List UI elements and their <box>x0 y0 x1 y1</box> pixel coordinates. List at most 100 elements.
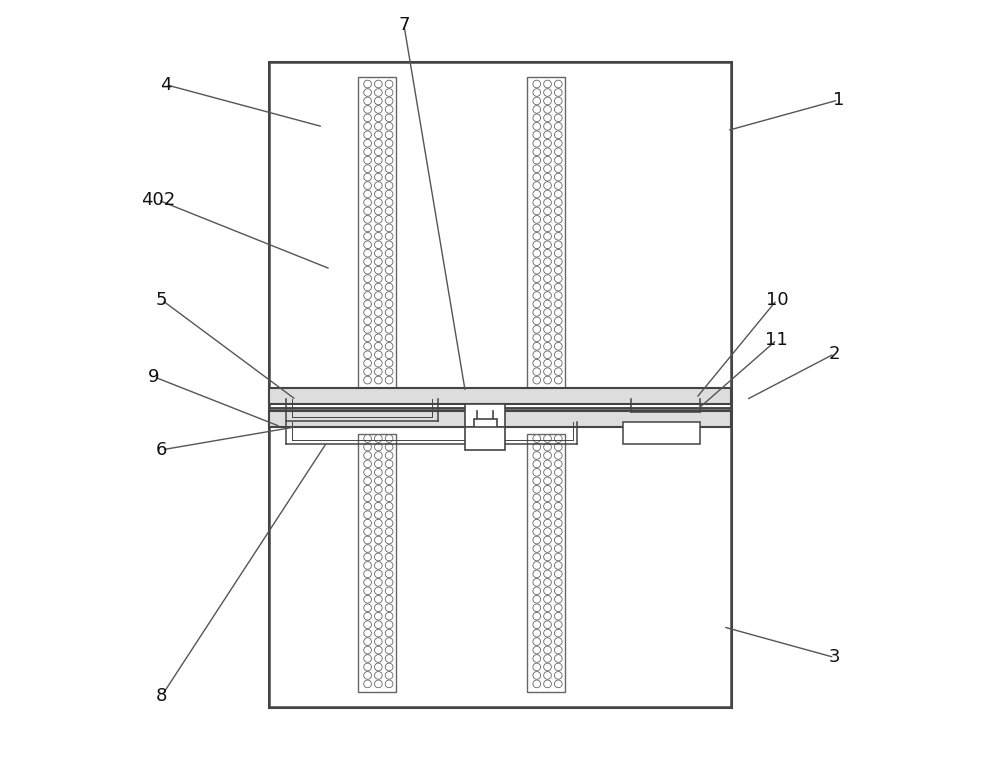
Circle shape <box>554 241 562 248</box>
Circle shape <box>364 351 371 358</box>
Circle shape <box>374 494 382 501</box>
Circle shape <box>364 494 371 501</box>
Circle shape <box>364 511 371 518</box>
Circle shape <box>544 451 551 459</box>
Text: 9: 9 <box>148 368 160 386</box>
Circle shape <box>533 241 541 248</box>
Circle shape <box>533 612 541 620</box>
Circle shape <box>554 671 562 679</box>
Circle shape <box>533 511 541 518</box>
Circle shape <box>544 544 551 552</box>
Circle shape <box>385 105 393 113</box>
Circle shape <box>385 334 393 341</box>
Circle shape <box>533 249 541 257</box>
Bar <box>527 434 565 692</box>
Circle shape <box>385 342 393 350</box>
Circle shape <box>544 232 551 240</box>
Circle shape <box>533 258 541 265</box>
Circle shape <box>385 207 393 215</box>
Circle shape <box>544 80 551 88</box>
Circle shape <box>554 122 562 130</box>
Circle shape <box>385 553 393 561</box>
Circle shape <box>533 190 541 198</box>
Circle shape <box>544 528 551 535</box>
Circle shape <box>374 105 382 113</box>
Circle shape <box>554 536 562 544</box>
Circle shape <box>374 587 382 594</box>
Circle shape <box>385 325 393 333</box>
Text: 4: 4 <box>160 75 171 94</box>
Circle shape <box>544 249 551 257</box>
Bar <box>358 77 396 388</box>
Circle shape <box>385 561 393 569</box>
Circle shape <box>544 519 551 527</box>
Circle shape <box>374 376 382 384</box>
Circle shape <box>554 434 562 442</box>
Circle shape <box>533 165 541 172</box>
Circle shape <box>385 249 393 257</box>
Circle shape <box>364 451 371 459</box>
Circle shape <box>554 283 562 291</box>
Circle shape <box>533 368 541 375</box>
Circle shape <box>554 275 562 282</box>
Circle shape <box>374 604 382 611</box>
Circle shape <box>385 368 393 375</box>
Circle shape <box>544 198 551 206</box>
Circle shape <box>533 494 541 501</box>
Circle shape <box>533 105 541 113</box>
Circle shape <box>385 122 393 130</box>
Circle shape <box>374 612 382 620</box>
Circle shape <box>364 291 371 299</box>
Circle shape <box>364 97 371 105</box>
Circle shape <box>544 224 551 231</box>
Circle shape <box>544 595 551 603</box>
Text: 1: 1 <box>833 91 844 109</box>
Circle shape <box>364 173 371 181</box>
Circle shape <box>364 654 371 662</box>
Circle shape <box>554 114 562 122</box>
Circle shape <box>554 663 562 671</box>
Circle shape <box>554 181 562 189</box>
Circle shape <box>544 629 551 637</box>
Circle shape <box>533 114 541 122</box>
Circle shape <box>385 224 393 231</box>
Circle shape <box>385 165 393 172</box>
Circle shape <box>364 131 371 138</box>
Circle shape <box>554 612 562 620</box>
Circle shape <box>533 181 541 189</box>
Circle shape <box>533 300 541 308</box>
Bar <box>358 434 396 692</box>
Text: 8: 8 <box>156 687 167 705</box>
Circle shape <box>554 258 562 265</box>
Circle shape <box>385 477 393 484</box>
Circle shape <box>554 317 562 325</box>
Circle shape <box>554 300 562 308</box>
Circle shape <box>385 680 393 687</box>
Circle shape <box>385 266 393 274</box>
Circle shape <box>554 544 562 552</box>
Circle shape <box>364 156 371 164</box>
Circle shape <box>385 351 393 358</box>
Text: 3: 3 <box>829 648 840 667</box>
Circle shape <box>554 376 562 384</box>
Circle shape <box>533 207 541 215</box>
Circle shape <box>385 434 393 442</box>
Circle shape <box>554 266 562 274</box>
Circle shape <box>533 654 541 662</box>
Circle shape <box>374 468 382 476</box>
Circle shape <box>385 494 393 501</box>
Circle shape <box>533 275 541 282</box>
Circle shape <box>374 570 382 578</box>
Circle shape <box>554 519 562 527</box>
Circle shape <box>533 460 541 468</box>
Circle shape <box>533 561 541 569</box>
Circle shape <box>364 148 371 155</box>
Circle shape <box>385 376 393 384</box>
Circle shape <box>554 148 562 155</box>
Circle shape <box>385 663 393 671</box>
Text: 402: 402 <box>141 191 175 209</box>
Circle shape <box>385 148 393 155</box>
Circle shape <box>544 181 551 189</box>
Circle shape <box>385 139 393 147</box>
Circle shape <box>554 621 562 628</box>
